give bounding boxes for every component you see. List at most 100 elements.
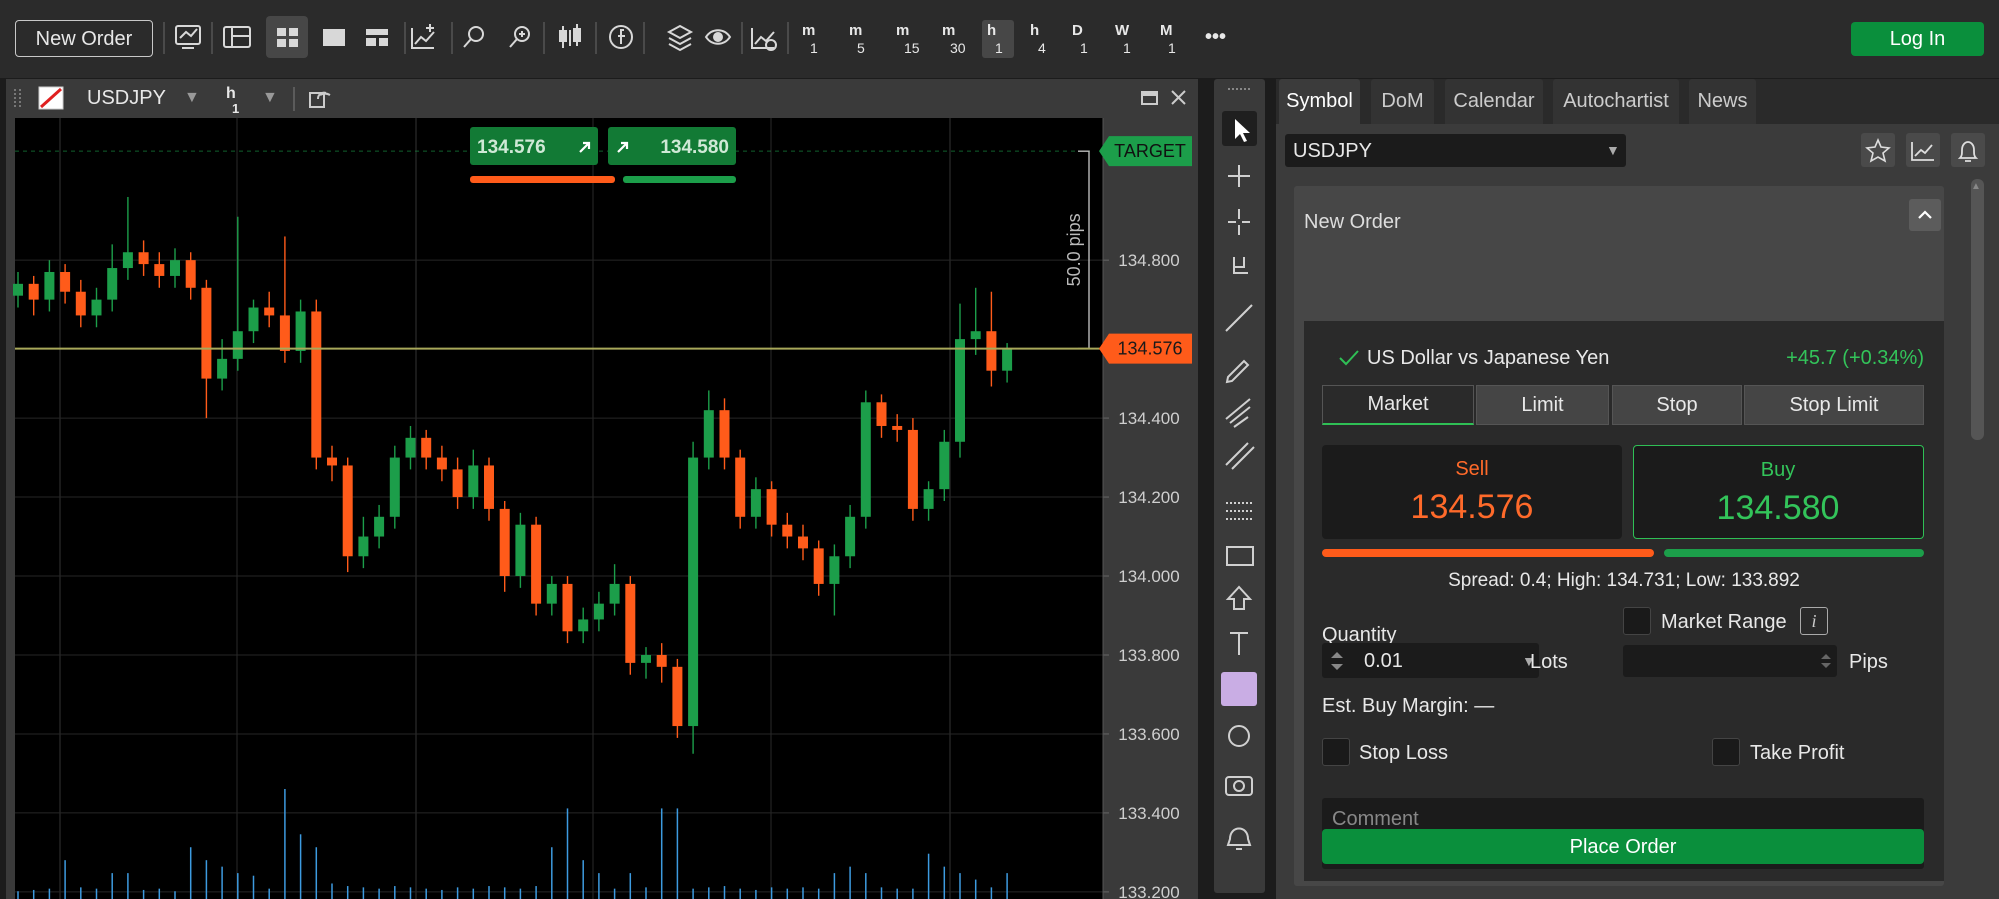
spinner[interactable] xyxy=(1328,648,1346,674)
candle-body xyxy=(546,583,557,604)
spread-info: Spread: 0.4; High: 134.731; Low: 133.892 xyxy=(1448,570,1800,591)
candle-body xyxy=(766,489,777,525)
candle-body xyxy=(970,331,981,340)
symbol-select[interactable]: USDJPY xyxy=(1285,134,1626,167)
symbol-actions[interactable] xyxy=(1858,132,1988,168)
dropdown-arrow[interactable]: ▼ xyxy=(1606,142,1620,158)
y-tick-label: 133.400 xyxy=(1118,804,1179,823)
scroll-arrow[interactable]: ▲ xyxy=(1971,181,1981,192)
timeframe-button[interactable]: m 30 xyxy=(937,20,969,58)
quantity-label: Quantity xyxy=(1322,624,1397,646)
quick-buy-price: 134.580 xyxy=(660,137,729,158)
plot-area xyxy=(15,118,1103,899)
market-range-checkbox[interactable] xyxy=(1623,607,1651,635)
log-in-button[interactable]: Log In xyxy=(1851,22,1984,56)
chart-header-icons xyxy=(14,86,64,110)
candle-body xyxy=(389,457,400,517)
chart-timeframe-count[interactable]: 1 xyxy=(232,101,240,116)
candle-body xyxy=(122,252,133,269)
market-range-label: Market Range xyxy=(1661,611,1787,633)
take-profit-checkbox[interactable] xyxy=(1712,738,1740,766)
buy-box[interactable]: Buy 134.580 xyxy=(1633,445,1924,539)
timeframe-button[interactable]: m 15 xyxy=(891,20,923,58)
sell-box[interactable]: Sell 134.576 xyxy=(1322,445,1622,539)
candle-body xyxy=(578,619,589,632)
tab[interactable]: News xyxy=(1689,79,1756,124)
window-controls[interactable] xyxy=(1136,85,1192,111)
candle-body xyxy=(452,469,463,498)
tab[interactable]: Calendar xyxy=(1445,79,1543,124)
order-type-tab[interactable]: Stop xyxy=(1612,385,1742,425)
candle-body xyxy=(845,516,856,557)
new-order-button[interactable]: New Order xyxy=(15,20,153,57)
candle-body xyxy=(75,291,86,316)
candle-body xyxy=(170,260,180,276)
collapse-icon xyxy=(1918,210,1932,219)
order-type-tab[interactable]: Market xyxy=(1322,385,1474,425)
check-icon xyxy=(1339,350,1359,366)
quick-sell-price: 134.576 xyxy=(477,137,546,158)
tab[interactable]: Autochartist xyxy=(1553,79,1679,124)
quick-sell-box xyxy=(470,127,598,165)
drawing-tools[interactable] xyxy=(1214,79,1265,893)
place-order-button[interactable]: Place Order xyxy=(1322,829,1924,864)
pips-label: Pips xyxy=(1849,651,1888,673)
dropdown-arrow[interactable]: ▼ xyxy=(1522,653,1536,669)
info-icon[interactable]: i xyxy=(1800,607,1828,635)
toolbar-icons xyxy=(163,16,789,58)
more-button[interactable]: ••• xyxy=(1205,26,1227,48)
y-tick-label: 134.200 xyxy=(1118,488,1179,507)
order-type-tab[interactable]: Stop Limit xyxy=(1744,385,1924,425)
chart-symbol[interactable]: USDJPY xyxy=(87,87,166,109)
spinner[interactable] xyxy=(1819,649,1833,673)
chart-timeframe-unit[interactable]: h xyxy=(226,85,236,102)
stop-loss-checkbox[interactable] xyxy=(1322,738,1350,766)
candle-body xyxy=(185,260,196,288)
quantity-input[interactable]: 0.01 ▼ xyxy=(1322,643,1539,678)
order-form: US Dollar vs Japanese Yen +45.7 (+0.34%)… xyxy=(1304,321,1944,881)
timeframe-unit: m xyxy=(849,22,863,39)
timeframe-unit: m xyxy=(942,22,956,39)
candle-body xyxy=(217,358,228,379)
candle-body xyxy=(201,287,212,379)
candle-body xyxy=(154,264,165,276)
buy-price: 134.580 xyxy=(1716,489,1840,527)
candle-body xyxy=(327,457,337,466)
order-type-tab[interactable]: Limit xyxy=(1476,385,1609,425)
dropdown-arrow[interactable]: ▼ xyxy=(184,89,200,106)
pips-label: 50.0 pips xyxy=(1064,213,1084,286)
candle-body xyxy=(876,402,887,426)
dropdown-arrow[interactable]: ▼ xyxy=(262,89,278,106)
scrollbar[interactable] xyxy=(1971,179,1984,440)
chart-panel: USDJPY ▼ h 1 ▼ xyxy=(6,79,1198,899)
candle-body xyxy=(374,516,385,537)
candle-body xyxy=(358,536,369,557)
sell-label: Sell xyxy=(1455,458,1489,480)
candle-body xyxy=(91,299,102,316)
drawing-toolbar xyxy=(1214,79,1265,893)
timeframe-unit: M xyxy=(1160,22,1173,39)
candle-body xyxy=(279,315,290,351)
quantity-value: 0.01 xyxy=(1364,650,1403,672)
candle-body xyxy=(468,465,479,498)
timeframe-count: 5 xyxy=(857,40,865,56)
timeframe-count: 30 xyxy=(950,40,966,56)
sell-bar xyxy=(470,176,615,183)
candle-body xyxy=(719,410,730,458)
timeframe-unit: m xyxy=(802,22,816,39)
pips-input[interactable] xyxy=(1623,645,1837,677)
collapse-button[interactable] xyxy=(1909,199,1941,231)
candle-body xyxy=(923,489,934,509)
side-panel: Symbol DoM Calendar Autochartist News USDJPY… xyxy=(1276,79,1999,899)
tab[interactable]: DoM xyxy=(1371,79,1434,124)
tab[interactable]: Symbol xyxy=(1279,79,1360,124)
quick-buy-box xyxy=(608,127,736,165)
comment-placeholder: Comment xyxy=(1332,808,1419,830)
